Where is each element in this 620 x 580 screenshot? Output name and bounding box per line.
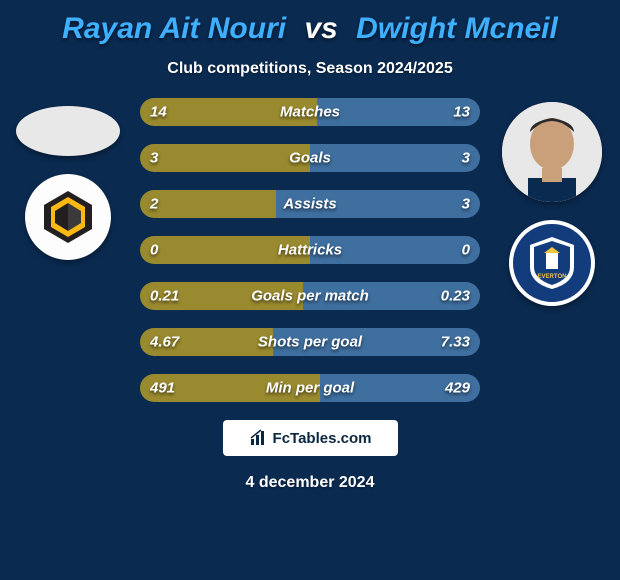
stat-value-left: 2 bbox=[150, 196, 158, 213]
left-side bbox=[8, 98, 128, 260]
player1-club-badge bbox=[25, 174, 111, 260]
stat-row: 0 0 Hattricks bbox=[140, 236, 480, 264]
stat-label: Hattricks bbox=[278, 242, 342, 259]
stat-value-left: 0.21 bbox=[150, 288, 179, 305]
stat-label: Matches bbox=[280, 104, 340, 121]
stat-value-left: 14 bbox=[150, 104, 167, 121]
content: EVERTON 14 13 Matches 3 3 Goals 2 3 Assists 0 0 Hat… bbox=[0, 98, 620, 402]
stat-value-left: 4.67 bbox=[150, 334, 179, 351]
stat-value-right: 429 bbox=[445, 380, 470, 397]
subtitle: Club competitions, Season 2024/2025 bbox=[0, 60, 620, 78]
stat-value-right: 3 bbox=[462, 196, 470, 213]
stat-label: Assists bbox=[283, 196, 336, 213]
stat-value-right: 0 bbox=[462, 242, 470, 259]
player1-name: Rayan Ait Nouri bbox=[62, 12, 286, 45]
right-side: EVERTON bbox=[492, 98, 612, 306]
brand-text: FcTables.com bbox=[273, 430, 372, 447]
player2-name: Dwight Mcneil bbox=[356, 12, 558, 45]
brand-icon bbox=[249, 429, 267, 447]
stat-value-right: 0.23 bbox=[441, 288, 470, 305]
stat-label: Min per goal bbox=[266, 380, 354, 397]
stat-bars: 14 13 Matches 3 3 Goals 2 3 Assists 0 0 Hattricks 0.… bbox=[140, 98, 480, 402]
player2-club-badge: EVERTON bbox=[509, 220, 595, 306]
wolves-icon bbox=[38, 187, 98, 247]
stat-bar-left bbox=[140, 190, 276, 218]
stat-value-left: 491 bbox=[150, 380, 175, 397]
stat-value-left: 3 bbox=[150, 150, 158, 167]
stat-value-right: 13 bbox=[453, 104, 470, 121]
comparison-title: Rayan Ait Nouri vs Dwight Mcneil bbox=[0, 0, 620, 46]
brand-badge[interactable]: FcTables.com bbox=[223, 420, 398, 456]
vs-label: vs bbox=[294, 12, 347, 45]
stat-row: 4.67 7.33 Shots per goal bbox=[140, 328, 480, 356]
svg-text:EVERTON: EVERTON bbox=[538, 274, 567, 280]
stat-row: 2 3 Assists bbox=[140, 190, 480, 218]
player1-photo bbox=[16, 106, 120, 156]
stat-row: 14 13 Matches bbox=[140, 98, 480, 126]
player2-avatar-icon bbox=[502, 102, 602, 202]
player2-photo bbox=[502, 102, 602, 202]
date-label: 4 december 2024 bbox=[0, 474, 620, 492]
stat-label: Shots per goal bbox=[258, 334, 362, 351]
stat-label: Goals bbox=[289, 150, 331, 167]
stat-row: 0.21 0.23 Goals per match bbox=[140, 282, 480, 310]
stat-row: 3 3 Goals bbox=[140, 144, 480, 172]
everton-icon: EVERTON bbox=[520, 231, 584, 295]
stat-value-left: 0 bbox=[150, 242, 158, 259]
stat-row: 491 429 Min per goal bbox=[140, 374, 480, 402]
stat-bar-right bbox=[310, 144, 480, 172]
stat-label: Goals per match bbox=[251, 288, 369, 305]
stat-value-right: 3 bbox=[462, 150, 470, 167]
stat-value-right: 7.33 bbox=[441, 334, 470, 351]
stat-bar-left bbox=[140, 144, 310, 172]
